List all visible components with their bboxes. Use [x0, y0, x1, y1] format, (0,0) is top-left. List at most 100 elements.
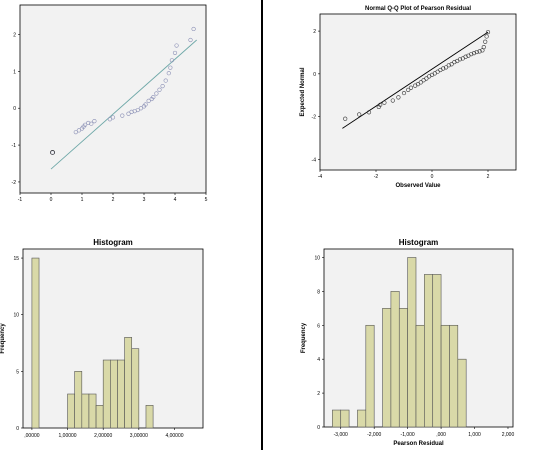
panel-divider — [261, 0, 263, 450]
y-axis-label: Frequency — [0, 323, 6, 354]
y-tick-label: 0 — [16, 426, 19, 432]
y-tick-label: -2 — [12, 180, 17, 186]
qq-point — [408, 85, 414, 90]
y-tick-label: 10 — [13, 313, 19, 319]
histogram-bar — [88, 393, 97, 429]
histogram-bar — [81, 393, 90, 429]
histogram-bar — [340, 409, 350, 428]
plot-frame — [319, 13, 517, 171]
histogram-bar — [390, 291, 400, 428]
qq-point — [449, 62, 454, 67]
histogram-bar — [117, 359, 125, 429]
qq-point — [485, 30, 491, 35]
qq-plot-pearson-residual: -4 -2 0 2 -4 -2 0 2 Normal Q-Q Plot of Pearson R… — [300, 6, 517, 189]
x-axis-label: Observed Value — [395, 183, 441, 189]
qq-point — [160, 83, 165, 89]
y-tick-label: 15 — [13, 256, 19, 262]
histogram-bar — [449, 324, 459, 428]
y-tick-label: 1 — [13, 69, 16, 75]
x-axis-label: Pearson Residual — [393, 441, 444, 447]
histogram-bar — [432, 274, 442, 428]
histogram-bar — [131, 348, 140, 429]
qq-point — [166, 71, 171, 76]
qq-point — [138, 106, 143, 111]
histogram-bar — [415, 324, 425, 428]
histogram-pearson-residual: -3,000 -2,000 -1,000 ,000 1,000 2,000 0 2 4 6 8 10 H… — [301, 238, 515, 447]
y-tick-label: 0 — [313, 72, 316, 78]
y-tick-label: 5 — [16, 369, 19, 375]
qq-point — [474, 49, 479, 55]
y-tick-label: -4 — [312, 157, 317, 163]
x-tick-label: 4 — [174, 197, 177, 203]
qq-point — [129, 109, 134, 115]
histogram-bar — [124, 337, 133, 429]
x-tick-label: ,000 — [436, 432, 446, 438]
histogram-bar — [67, 393, 75, 429]
histogram-left: ,00000 1,00000 2,00000 3,00000 4,00000 0 5 10 15… — [0, 238, 204, 439]
qq-point — [471, 51, 477, 56]
reference-line — [50, 39, 197, 170]
qq-point — [135, 107, 140, 113]
y-tick-label: 6 — [317, 323, 320, 329]
histogram-bar — [440, 324, 450, 428]
y-tick-label: -2 — [312, 115, 317, 121]
qq-point — [143, 102, 148, 107]
x-tick-label: 1,000 — [468, 432, 481, 438]
qq-point — [463, 54, 468, 59]
qq-point — [154, 91, 159, 96]
qq-point — [366, 110, 372, 115]
qq-point — [168, 65, 173, 70]
x-tick-label: 0 — [50, 197, 53, 203]
qq-point — [191, 26, 196, 32]
qq-point — [107, 117, 112, 122]
qq-point — [452, 59, 457, 65]
x-tick-label: 4,00000 — [165, 433, 183, 439]
qq-point — [86, 120, 91, 126]
x-tick-label: 5 — [205, 197, 208, 203]
qq-point — [418, 80, 423, 85]
qq-point — [382, 100, 387, 105]
y-axis-label: Frequency — [301, 322, 307, 353]
qq-point — [157, 87, 162, 92]
chart-title: Histogram — [93, 238, 133, 247]
y-tick-label: 2 — [317, 391, 320, 397]
y-tick-label: -1 — [12, 143, 17, 149]
qq-point — [163, 78, 168, 83]
histogram-bar — [102, 359, 111, 429]
x-tick-label: 2,00000 — [94, 433, 112, 439]
x-tick-label: -3,000 — [334, 432, 348, 438]
qq-point-outlier — [50, 150, 56, 155]
y-tick-label: 2 — [13, 32, 16, 38]
x-tick-label: 1,00000 — [59, 433, 77, 439]
x-tick-label: 3 — [143, 197, 146, 203]
histogram-bar — [110, 359, 118, 429]
reference-line — [342, 31, 489, 129]
qq-point — [151, 95, 156, 100]
qq-point — [483, 39, 488, 44]
y-tick-label: 4 — [317, 357, 320, 363]
qq-point — [481, 45, 486, 50]
x-tick-label: 0 — [431, 174, 434, 180]
y-tick-label: 8 — [317, 289, 320, 295]
qq-point — [172, 50, 178, 56]
qq-point — [76, 128, 81, 133]
qq-point — [477, 49, 482, 54]
histogram-bar — [145, 405, 154, 429]
y-tick-label: 0 — [13, 106, 16, 112]
qq-point — [401, 90, 407, 96]
qq-point — [441, 66, 446, 71]
qq-point — [174, 43, 179, 48]
histogram-bar — [31, 257, 40, 429]
qq-point — [188, 37, 193, 43]
histogram-bar — [457, 358, 467, 428]
x-tick-label: 2,000 — [502, 432, 515, 438]
qq-point — [396, 95, 401, 100]
qq-point — [146, 98, 151, 103]
qq-point — [484, 34, 489, 39]
qq-point — [378, 102, 383, 107]
qq-point — [92, 119, 97, 124]
qq-plot-left: -1 0 1 2 3 4 5 -2 -1 0 1 2 — [12, 4, 208, 203]
qq-point — [406, 87, 411, 92]
qq-point — [126, 111, 131, 116]
qq-point — [443, 65, 449, 70]
